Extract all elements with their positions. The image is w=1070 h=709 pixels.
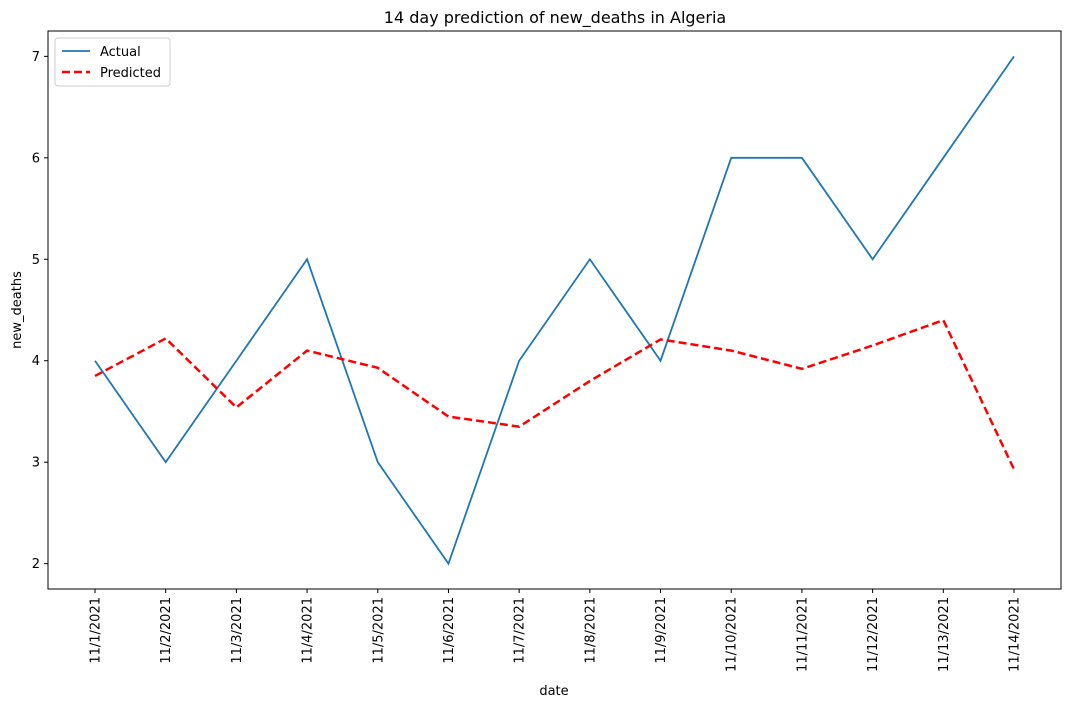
x-tick-label: 11/2/2021 — [159, 597, 174, 664]
y-tick-label: 2 — [32, 557, 40, 572]
legend-box — [54, 37, 171, 87]
y-tick-label: 6 — [32, 151, 40, 166]
x-tick-label: 11/6/2021 — [442, 597, 457, 664]
y-axis: 2 3 4 5 6 7 — [32, 50, 48, 572]
series-line-actual — [94, 55, 1015, 566]
y-tick-label: 4 — [32, 354, 40, 369]
legend: Actual Predicted — [54, 37, 171, 87]
x-tick-label: 11/10/2021 — [725, 597, 740, 672]
x-tick-label: 11/7/2021 — [513, 597, 528, 664]
x-tick-label: 11/12/2021 — [866, 597, 881, 672]
x-tick-label: 11/13/2021 — [937, 597, 952, 672]
x-tick-label: 11/9/2021 — [654, 597, 669, 664]
series-layer — [94, 55, 1016, 566]
x-tick-label: 11/5/2021 — [371, 597, 386, 664]
y-axis-label: new_deaths — [10, 271, 25, 349]
y-tick-label: 7 — [32, 50, 40, 65]
x-tick-label: 11/3/2021 — [230, 597, 245, 664]
x-axis: 11/1/2021 11/2/2021 11/3/2021 11/4/2021 11/5… — [89, 589, 1023, 672]
y-tick-label: 3 — [32, 456, 40, 471]
legend-label-predicted: Predicted — [100, 66, 161, 81]
x-tick-label: 11/8/2021 — [583, 597, 598, 664]
x-tick-label: 11/1/2021 — [89, 597, 104, 664]
x-axis-label: date — [539, 684, 568, 699]
y-tick-label: 5 — [32, 253, 40, 268]
x-tick-label: 11/14/2021 — [1008, 597, 1023, 672]
chart-title: 14 day prediction of new_deaths in Alger… — [384, 8, 726, 28]
series-line-predicted — [94, 318, 1016, 470]
x-tick-label: 11/11/2021 — [795, 597, 810, 672]
legend-label-actual: Actual — [100, 45, 141, 60]
plot-area — [47, 30, 1062, 590]
x-tick-label: 11/4/2021 — [301, 597, 316, 664]
